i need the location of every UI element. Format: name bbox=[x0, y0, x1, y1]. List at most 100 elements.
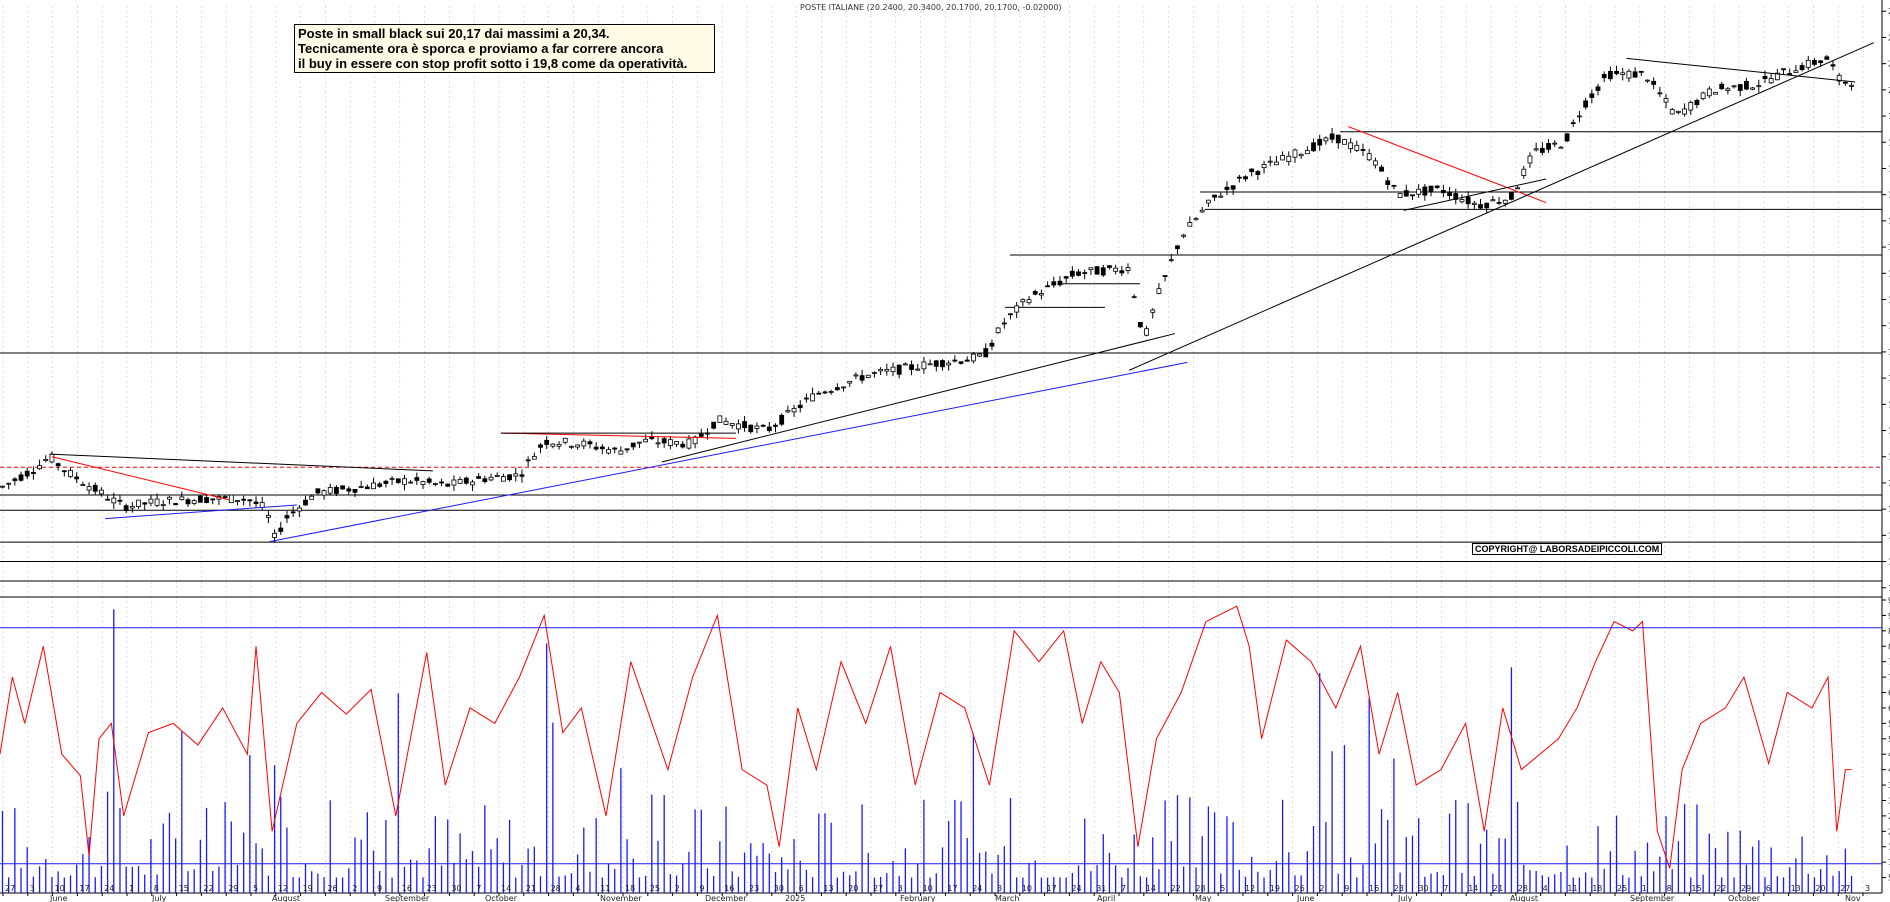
candle-body bbox=[1119, 270, 1125, 274]
candle-body bbox=[1589, 93, 1595, 98]
candle-body bbox=[482, 478, 488, 483]
price-tick-label: 21.0 bbox=[1888, 33, 1890, 42]
candle-body bbox=[1824, 56, 1830, 60]
candle-body bbox=[204, 497, 209, 503]
candle-body bbox=[921, 361, 927, 370]
day-label: 4 bbox=[1543, 884, 1548, 893]
candle-body bbox=[865, 374, 871, 378]
day-label: 16 bbox=[724, 884, 734, 893]
candle-body bbox=[958, 361, 964, 364]
day-label: 23 bbox=[427, 884, 437, 893]
candle-body bbox=[1379, 166, 1384, 172]
candle-body bbox=[500, 476, 506, 482]
candle-body bbox=[711, 421, 717, 429]
month-label: September bbox=[385, 894, 430, 902]
candle-body bbox=[494, 475, 500, 477]
candle-body bbox=[1292, 149, 1298, 158]
day-label: 4 bbox=[575, 884, 580, 893]
day-label: 8 bbox=[1667, 884, 1672, 893]
day-label: 21 bbox=[1493, 884, 1503, 893]
candle-body bbox=[896, 364, 902, 375]
day-label: 22 bbox=[203, 884, 213, 893]
candle-body bbox=[488, 476, 494, 481]
candle-body bbox=[18, 474, 24, 481]
trendline bbox=[1626, 57, 1856, 83]
candle-body bbox=[1107, 265, 1112, 268]
candle-body bbox=[1403, 190, 1409, 197]
day-label: 3 bbox=[30, 884, 35, 893]
day-label: 6 bbox=[1766, 884, 1771, 893]
candle-body bbox=[470, 481, 475, 486]
day-label: 18 bbox=[1592, 884, 1602, 893]
candle-body bbox=[834, 387, 840, 391]
day-label: 14 bbox=[501, 884, 511, 893]
candle-body bbox=[624, 448, 630, 451]
month-label: April bbox=[1097, 894, 1115, 902]
price-tick-label: 17.5 bbox=[1888, 217, 1890, 226]
candle-body bbox=[1088, 267, 1094, 270]
day-label: 22 bbox=[1171, 884, 1181, 893]
candle-body bbox=[1645, 79, 1650, 82]
trendline bbox=[49, 453, 433, 472]
day-label: 30 bbox=[774, 884, 784, 893]
candle-body bbox=[1385, 180, 1391, 186]
candle-body bbox=[531, 456, 537, 460]
day-label: 10 bbox=[55, 884, 65, 893]
candle-body bbox=[1014, 305, 1020, 313]
candle-body bbox=[1144, 328, 1149, 336]
candle-body bbox=[1020, 298, 1026, 303]
candle-body bbox=[1193, 218, 1199, 221]
candle-body bbox=[1168, 259, 1174, 262]
day-label: 16 bbox=[402, 884, 412, 893]
candle-body bbox=[340, 485, 346, 490]
candle-body bbox=[735, 423, 741, 430]
price-tick-label: 12.0 bbox=[1888, 505, 1890, 514]
day-label: 28 bbox=[1195, 884, 1205, 893]
candle-body bbox=[1205, 199, 1211, 204]
candle-body bbox=[1255, 171, 1261, 175]
candle-body bbox=[1849, 84, 1854, 87]
price-tick-label: 16.5 bbox=[1888, 269, 1890, 278]
candle-body bbox=[680, 443, 686, 448]
candle-body bbox=[674, 441, 679, 445]
candle-body bbox=[235, 500, 240, 503]
candle-body bbox=[1601, 74, 1607, 79]
candle-body bbox=[933, 360, 939, 367]
candle-body bbox=[1620, 72, 1626, 75]
volume-tick-label: 40000 bbox=[1888, 766, 1890, 775]
volume-tick-label: 5000 bbox=[1888, 874, 1890, 883]
candle-body bbox=[1008, 313, 1013, 316]
candle-body bbox=[507, 474, 512, 481]
candle-body bbox=[995, 327, 1001, 334]
price-tick-label: 11.0 bbox=[1888, 558, 1890, 567]
candle-body bbox=[964, 359, 970, 362]
candle-body bbox=[1737, 84, 1743, 91]
candle-body bbox=[754, 425, 760, 429]
candle-body bbox=[1249, 168, 1255, 173]
candle-body bbox=[136, 499, 141, 508]
candle-body bbox=[173, 503, 179, 506]
day-label: 20 bbox=[848, 884, 858, 893]
candle-body bbox=[228, 494, 234, 504]
candle-body bbox=[1471, 202, 1477, 205]
day-label: 15 bbox=[179, 884, 189, 893]
volume-tick-label: 90000 bbox=[1888, 611, 1890, 620]
candle-body bbox=[451, 479, 457, 486]
candle-body bbox=[1069, 270, 1075, 277]
candle-body bbox=[191, 500, 197, 504]
candle-body bbox=[1434, 185, 1440, 188]
candle-body bbox=[612, 447, 618, 450]
candle-body bbox=[1638, 70, 1644, 73]
candle-body bbox=[383, 480, 389, 484]
candle-body bbox=[92, 484, 98, 492]
candle-body bbox=[185, 499, 191, 505]
candle-body bbox=[1094, 266, 1100, 275]
candle-body bbox=[37, 465, 42, 470]
candle-body bbox=[253, 501, 259, 504]
candle-body bbox=[55, 463, 61, 467]
day-label: 29 bbox=[1741, 884, 1751, 893]
day-label: 15 bbox=[1691, 884, 1701, 893]
day-label: 19 bbox=[1270, 884, 1280, 893]
candle-body bbox=[1342, 139, 1347, 145]
